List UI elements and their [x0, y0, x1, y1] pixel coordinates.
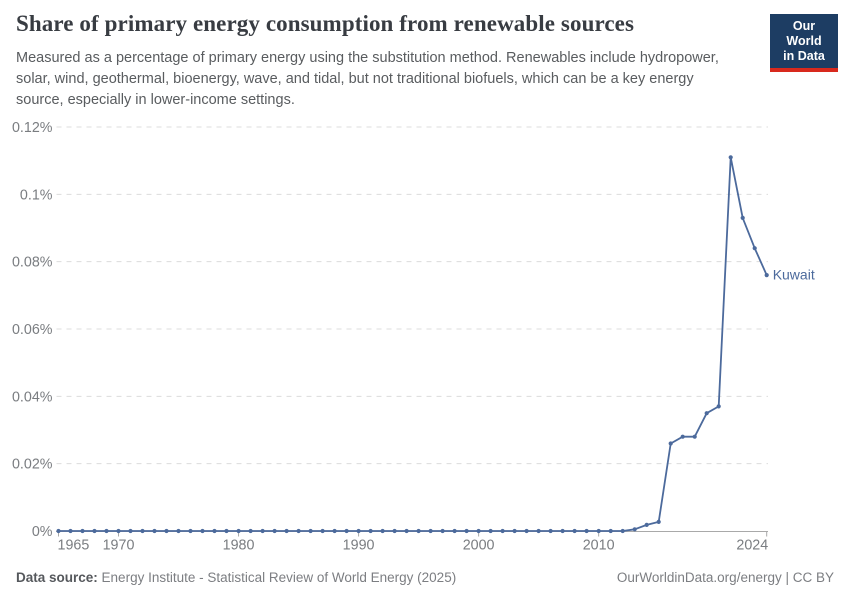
data-point — [104, 528, 109, 534]
data-point — [716, 404, 721, 409]
data-point — [428, 528, 433, 534]
data-point — [404, 528, 409, 534]
data-point — [68, 528, 73, 534]
data-point — [152, 528, 157, 534]
y-axis-label: 0.1% — [20, 187, 53, 203]
y-axis-label: 0.08% — [12, 255, 53, 271]
x-axis-label: 2024 — [736, 538, 768, 554]
x-axis-label: 2010 — [583, 538, 615, 554]
data-point — [512, 528, 517, 534]
data-point — [56, 528, 61, 534]
data-point — [128, 528, 133, 534]
data-point — [476, 528, 481, 534]
x-axis-label: 1965 — [58, 538, 90, 554]
data-source-label: Data source: — [16, 570, 98, 585]
chart-subtitle: Measured as a percentage of primary ener… — [16, 48, 746, 111]
site-credit: OurWorldinData.org/energy | CC BY — [616, 570, 834, 585]
data-point — [464, 528, 469, 534]
data-point — [608, 528, 613, 534]
data-point — [740, 215, 745, 220]
data-source-note: Data source: Energy Institute - Statisti… — [16, 569, 456, 587]
data-point — [92, 528, 97, 534]
data-point — [752, 246, 757, 251]
data-point — [164, 528, 169, 534]
data-point — [644, 522, 649, 528]
series-label-kuwait[interactable]: Kuwait — [773, 267, 815, 283]
page-title: Share of primary energy consumption from… — [16, 11, 635, 36]
data-point — [380, 528, 385, 534]
owid-logo-line1: Our World — [786, 19, 822, 48]
data-point — [248, 528, 253, 534]
data-point — [308, 528, 313, 534]
data-point — [692, 434, 697, 439]
y-axis-label: 0.12% — [12, 120, 53, 136]
y-axis-label: 0.04% — [12, 389, 53, 405]
data-point — [416, 528, 421, 534]
data-point — [320, 528, 325, 534]
data-point — [356, 528, 361, 534]
chart-subtitle-line: source, especially in lower-income setti… — [16, 92, 295, 108]
data-point — [584, 528, 589, 534]
data-point — [140, 528, 145, 534]
data-point — [440, 528, 445, 534]
x-axis-label: 1990 — [343, 538, 375, 554]
data-point — [632, 527, 637, 532]
data-point — [596, 528, 601, 534]
x-axis-label: 2000 — [463, 538, 495, 554]
data-point — [284, 528, 289, 534]
data-point — [188, 528, 193, 534]
x-axis-label: 1970 — [103, 538, 135, 554]
data-point — [656, 519, 661, 525]
data-point — [704, 411, 709, 416]
data-point — [332, 528, 337, 534]
chart-footer: Data source: Energy Institute - Statisti… — [16, 569, 834, 587]
data-point — [680, 434, 685, 439]
data-point — [368, 528, 373, 534]
data-point — [200, 528, 205, 534]
data-point — [116, 528, 121, 534]
data-point — [224, 528, 229, 534]
data-point — [296, 528, 301, 534]
data-point — [620, 528, 625, 534]
data-point — [524, 528, 529, 534]
data-point — [260, 528, 265, 534]
owid-logo-line2: in Data — [783, 49, 825, 63]
data-point — [764, 273, 769, 278]
data-line — [58, 156, 768, 532]
data-point — [560, 528, 565, 534]
data-source-value: Energy Institute - Statistical Review of… — [101, 570, 457, 585]
data-point — [668, 441, 673, 446]
data-point — [488, 528, 493, 534]
data-point — [548, 528, 553, 534]
data-point — [392, 528, 397, 534]
owid-logo[interactable]: Our World in Data — [770, 14, 838, 72]
chart-subtitle-line: Measured as a percentage of primary ener… — [16, 50, 719, 66]
chart-subtitle-line: solar, wind, geothermal, bioenergy, wave… — [16, 71, 694, 87]
y-axis-label: 0.02% — [12, 457, 53, 473]
data-point — [500, 528, 505, 534]
x-axis-label: 1980 — [223, 538, 255, 554]
data-point — [212, 528, 217, 534]
data-point — [344, 528, 349, 534]
data-point — [272, 528, 277, 534]
data-point — [572, 528, 577, 534]
data-point — [728, 155, 733, 160]
y-axis-label: 0% — [32, 524, 53, 540]
data-point — [176, 528, 181, 534]
data-point — [236, 528, 241, 534]
y-axis-label: 0.06% — [12, 322, 53, 338]
data-point — [536, 528, 541, 534]
data-point — [452, 528, 457, 534]
data-point — [80, 528, 85, 534]
